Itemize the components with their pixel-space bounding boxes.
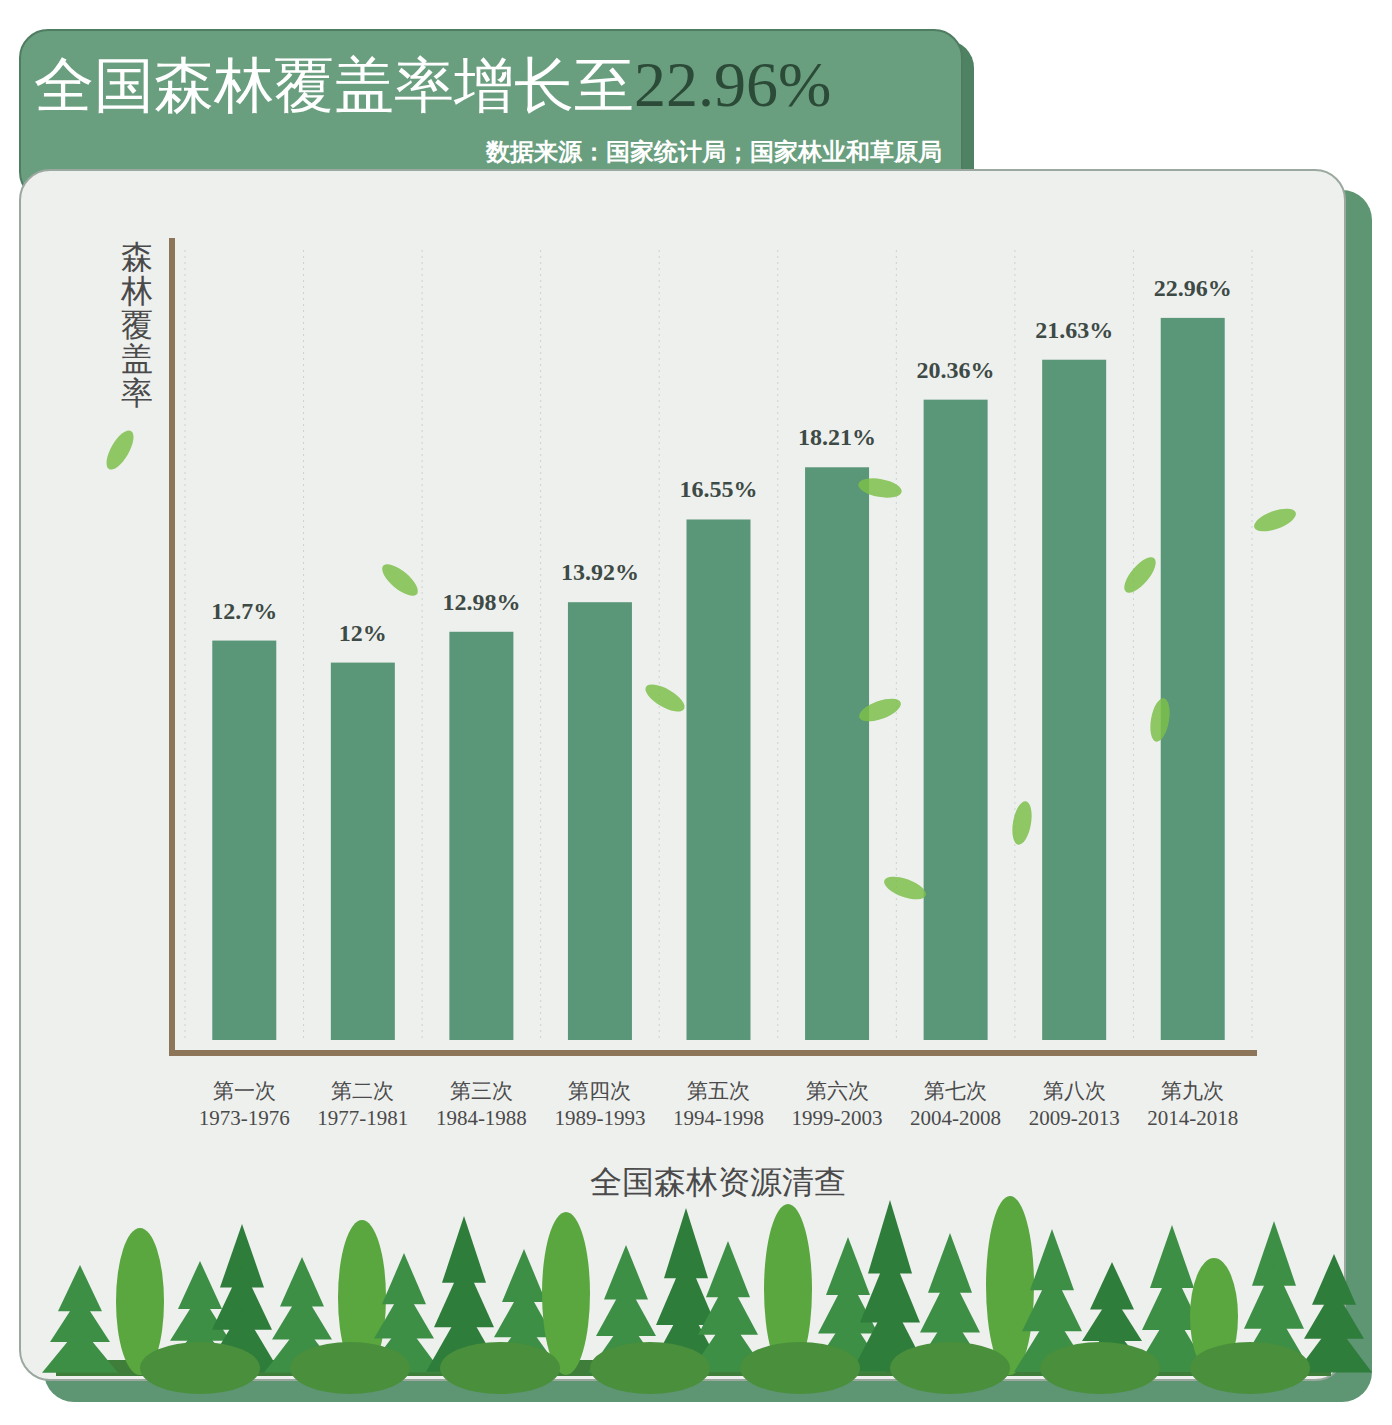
data-label: 20.36% — [917, 357, 995, 383]
data-label: 16.55% — [680, 476, 758, 502]
x-tick-line: 1989-1993 — [554, 1106, 645, 1130]
x-tick-label: 第七次 2004-2008 — [910, 1079, 1001, 1130]
leaf — [101, 426, 139, 473]
y-axis — [169, 238, 175, 1056]
x-tick-line: 第二次 — [331, 1079, 394, 1103]
data-label: 18.21% — [798, 424, 876, 450]
x-axis-title: 全国森林资源清查 — [590, 1164, 846, 1200]
x-tick-line: 第一次 — [213, 1079, 276, 1103]
chart: 全国森林覆盖率增长至22.96%数据来源：国家统计局；国家林业和草原局12.7%… — [0, 0, 1392, 1425]
grid-line — [659, 250, 660, 1040]
x-tick-line: 第三次 — [450, 1079, 513, 1103]
x-tick-label: 第四次 1989-1993 — [554, 1079, 645, 1130]
grid-line — [303, 250, 304, 1040]
x-tick-line: 2004-2008 — [910, 1106, 1001, 1130]
leaf — [1119, 552, 1161, 597]
x-tick-line: 1999-2003 — [792, 1106, 883, 1130]
x-tick-line: 2014-2018 — [1147, 1106, 1238, 1130]
grid-line — [777, 250, 778, 1040]
x-tick-line: 1984-1988 — [436, 1106, 527, 1130]
grid-line — [1014, 250, 1015, 1040]
x-tick-label: 第六次 1999-2003 — [792, 1079, 883, 1130]
bush — [440, 1342, 560, 1394]
y-axis-title-char: 林 — [120, 273, 153, 309]
title-part: 全国森林覆盖率增长至 — [34, 53, 634, 119]
bar — [1161, 318, 1225, 1040]
leaf — [1147, 697, 1172, 743]
bars — [212, 318, 1224, 1040]
leaf — [881, 872, 929, 904]
tree — [986, 1196, 1034, 1375]
leaf — [1251, 504, 1299, 536]
data-label: 12.98% — [442, 589, 520, 615]
data-label: 12% — [339, 620, 387, 646]
data-label: 22.96% — [1154, 275, 1232, 301]
bar — [1042, 360, 1106, 1040]
grid-line — [540, 250, 541, 1040]
x-tick-line: 第六次 — [806, 1079, 869, 1103]
data-label: 12.7% — [211, 598, 277, 624]
bush — [140, 1342, 260, 1394]
data-label: 13.92% — [561, 559, 639, 585]
bar — [331, 663, 395, 1040]
bar — [805, 467, 869, 1040]
x-tick-line: 第四次 — [568, 1079, 631, 1103]
bush — [1190, 1342, 1310, 1394]
data-label: 21.63% — [1035, 317, 1113, 343]
grid-line — [896, 250, 897, 1040]
x-tick-label: 第一次 1973-1976 — [199, 1079, 290, 1130]
x-tick-label: 第八次 2009-2013 — [1029, 1079, 1120, 1130]
bar — [212, 641, 276, 1040]
y-axis-title-char: 覆 — [121, 307, 153, 343]
grid-line — [185, 250, 186, 1040]
x-tick-line: 1977-1981 — [317, 1106, 408, 1130]
x-tick-line: 第五次 — [687, 1079, 750, 1103]
bush — [590, 1342, 710, 1394]
leaf — [856, 694, 904, 726]
leaf — [1009, 800, 1034, 846]
grid-line — [1252, 250, 1253, 1040]
y-axis-title-char: 森 — [121, 239, 153, 275]
tree — [542, 1212, 590, 1375]
tree — [42, 1327, 118, 1373]
grid-line — [422, 250, 423, 1040]
x-tick-line: 1994-1998 — [673, 1106, 764, 1130]
leaf — [377, 559, 422, 601]
x-tick-label: 第五次 1994-1998 — [673, 1079, 764, 1130]
bar — [568, 602, 632, 1040]
title-part: 22.96% — [634, 49, 831, 120]
title: 全国森林覆盖率增长至22.96% — [34, 49, 831, 120]
bush — [1040, 1342, 1160, 1394]
x-tick-line: 第八次 — [1043, 1079, 1106, 1103]
bush — [290, 1342, 410, 1394]
x-tick-label: 第二次 1977-1981 — [317, 1079, 408, 1130]
forest — [42, 1196, 1372, 1394]
y-axis-title: 森林覆盖率 — [120, 239, 153, 411]
panel — [20, 170, 1345, 1380]
y-axis-title-char: 盖 — [121, 341, 153, 377]
bar — [687, 519, 751, 1040]
x-tick-line: 第九次 — [1161, 1079, 1224, 1103]
y-axis-title-char: 率 — [121, 375, 153, 411]
grid-line — [1133, 250, 1134, 1040]
bush — [890, 1342, 1010, 1394]
bush — [740, 1342, 860, 1394]
x-axis — [169, 1050, 1257, 1056]
x-tick-label: 第九次 2014-2018 — [1147, 1079, 1238, 1130]
x-tick-line: 第七次 — [924, 1079, 987, 1103]
subtitle: 数据来源：国家统计局；国家林业和草原局 — [485, 138, 942, 166]
x-tick-label: 第三次 1984-1988 — [436, 1079, 527, 1130]
leaf — [641, 679, 688, 717]
bar — [449, 632, 513, 1040]
leaf — [857, 475, 903, 500]
x-tick-line: 1973-1976 — [199, 1106, 290, 1130]
x-tick-line: 2009-2013 — [1029, 1106, 1120, 1130]
bar — [924, 400, 988, 1040]
